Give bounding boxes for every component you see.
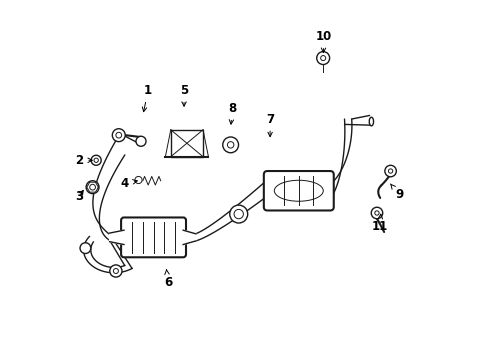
Circle shape bbox=[110, 265, 122, 277]
Circle shape bbox=[371, 207, 383, 219]
Circle shape bbox=[112, 129, 125, 141]
Polygon shape bbox=[110, 230, 124, 244]
Circle shape bbox=[113, 269, 119, 274]
Text: 2: 2 bbox=[75, 154, 92, 167]
Circle shape bbox=[94, 158, 98, 162]
Circle shape bbox=[375, 211, 379, 215]
Text: 8: 8 bbox=[228, 102, 237, 124]
Circle shape bbox=[136, 136, 146, 146]
Circle shape bbox=[135, 176, 142, 184]
Circle shape bbox=[230, 205, 247, 223]
Circle shape bbox=[227, 141, 234, 148]
Text: 11: 11 bbox=[371, 214, 388, 233]
FancyBboxPatch shape bbox=[264, 171, 334, 211]
Text: 4: 4 bbox=[121, 177, 137, 190]
Circle shape bbox=[90, 184, 96, 190]
Text: 1: 1 bbox=[143, 84, 152, 112]
Ellipse shape bbox=[274, 180, 323, 201]
Text: 3: 3 bbox=[75, 190, 83, 203]
Ellipse shape bbox=[369, 117, 373, 126]
Text: 9: 9 bbox=[391, 184, 403, 201]
Circle shape bbox=[317, 51, 330, 64]
Circle shape bbox=[86, 181, 99, 194]
Circle shape bbox=[234, 210, 244, 219]
Circle shape bbox=[320, 55, 326, 60]
Circle shape bbox=[80, 243, 91, 253]
Circle shape bbox=[223, 137, 239, 153]
Polygon shape bbox=[183, 230, 196, 244]
Text: 5: 5 bbox=[180, 84, 188, 106]
Text: 6: 6 bbox=[164, 270, 172, 289]
Circle shape bbox=[91, 155, 101, 165]
Circle shape bbox=[389, 169, 393, 173]
Circle shape bbox=[116, 132, 122, 138]
Text: 10: 10 bbox=[316, 30, 332, 53]
Circle shape bbox=[385, 165, 396, 177]
FancyBboxPatch shape bbox=[121, 217, 186, 257]
Text: 7: 7 bbox=[266, 113, 274, 137]
